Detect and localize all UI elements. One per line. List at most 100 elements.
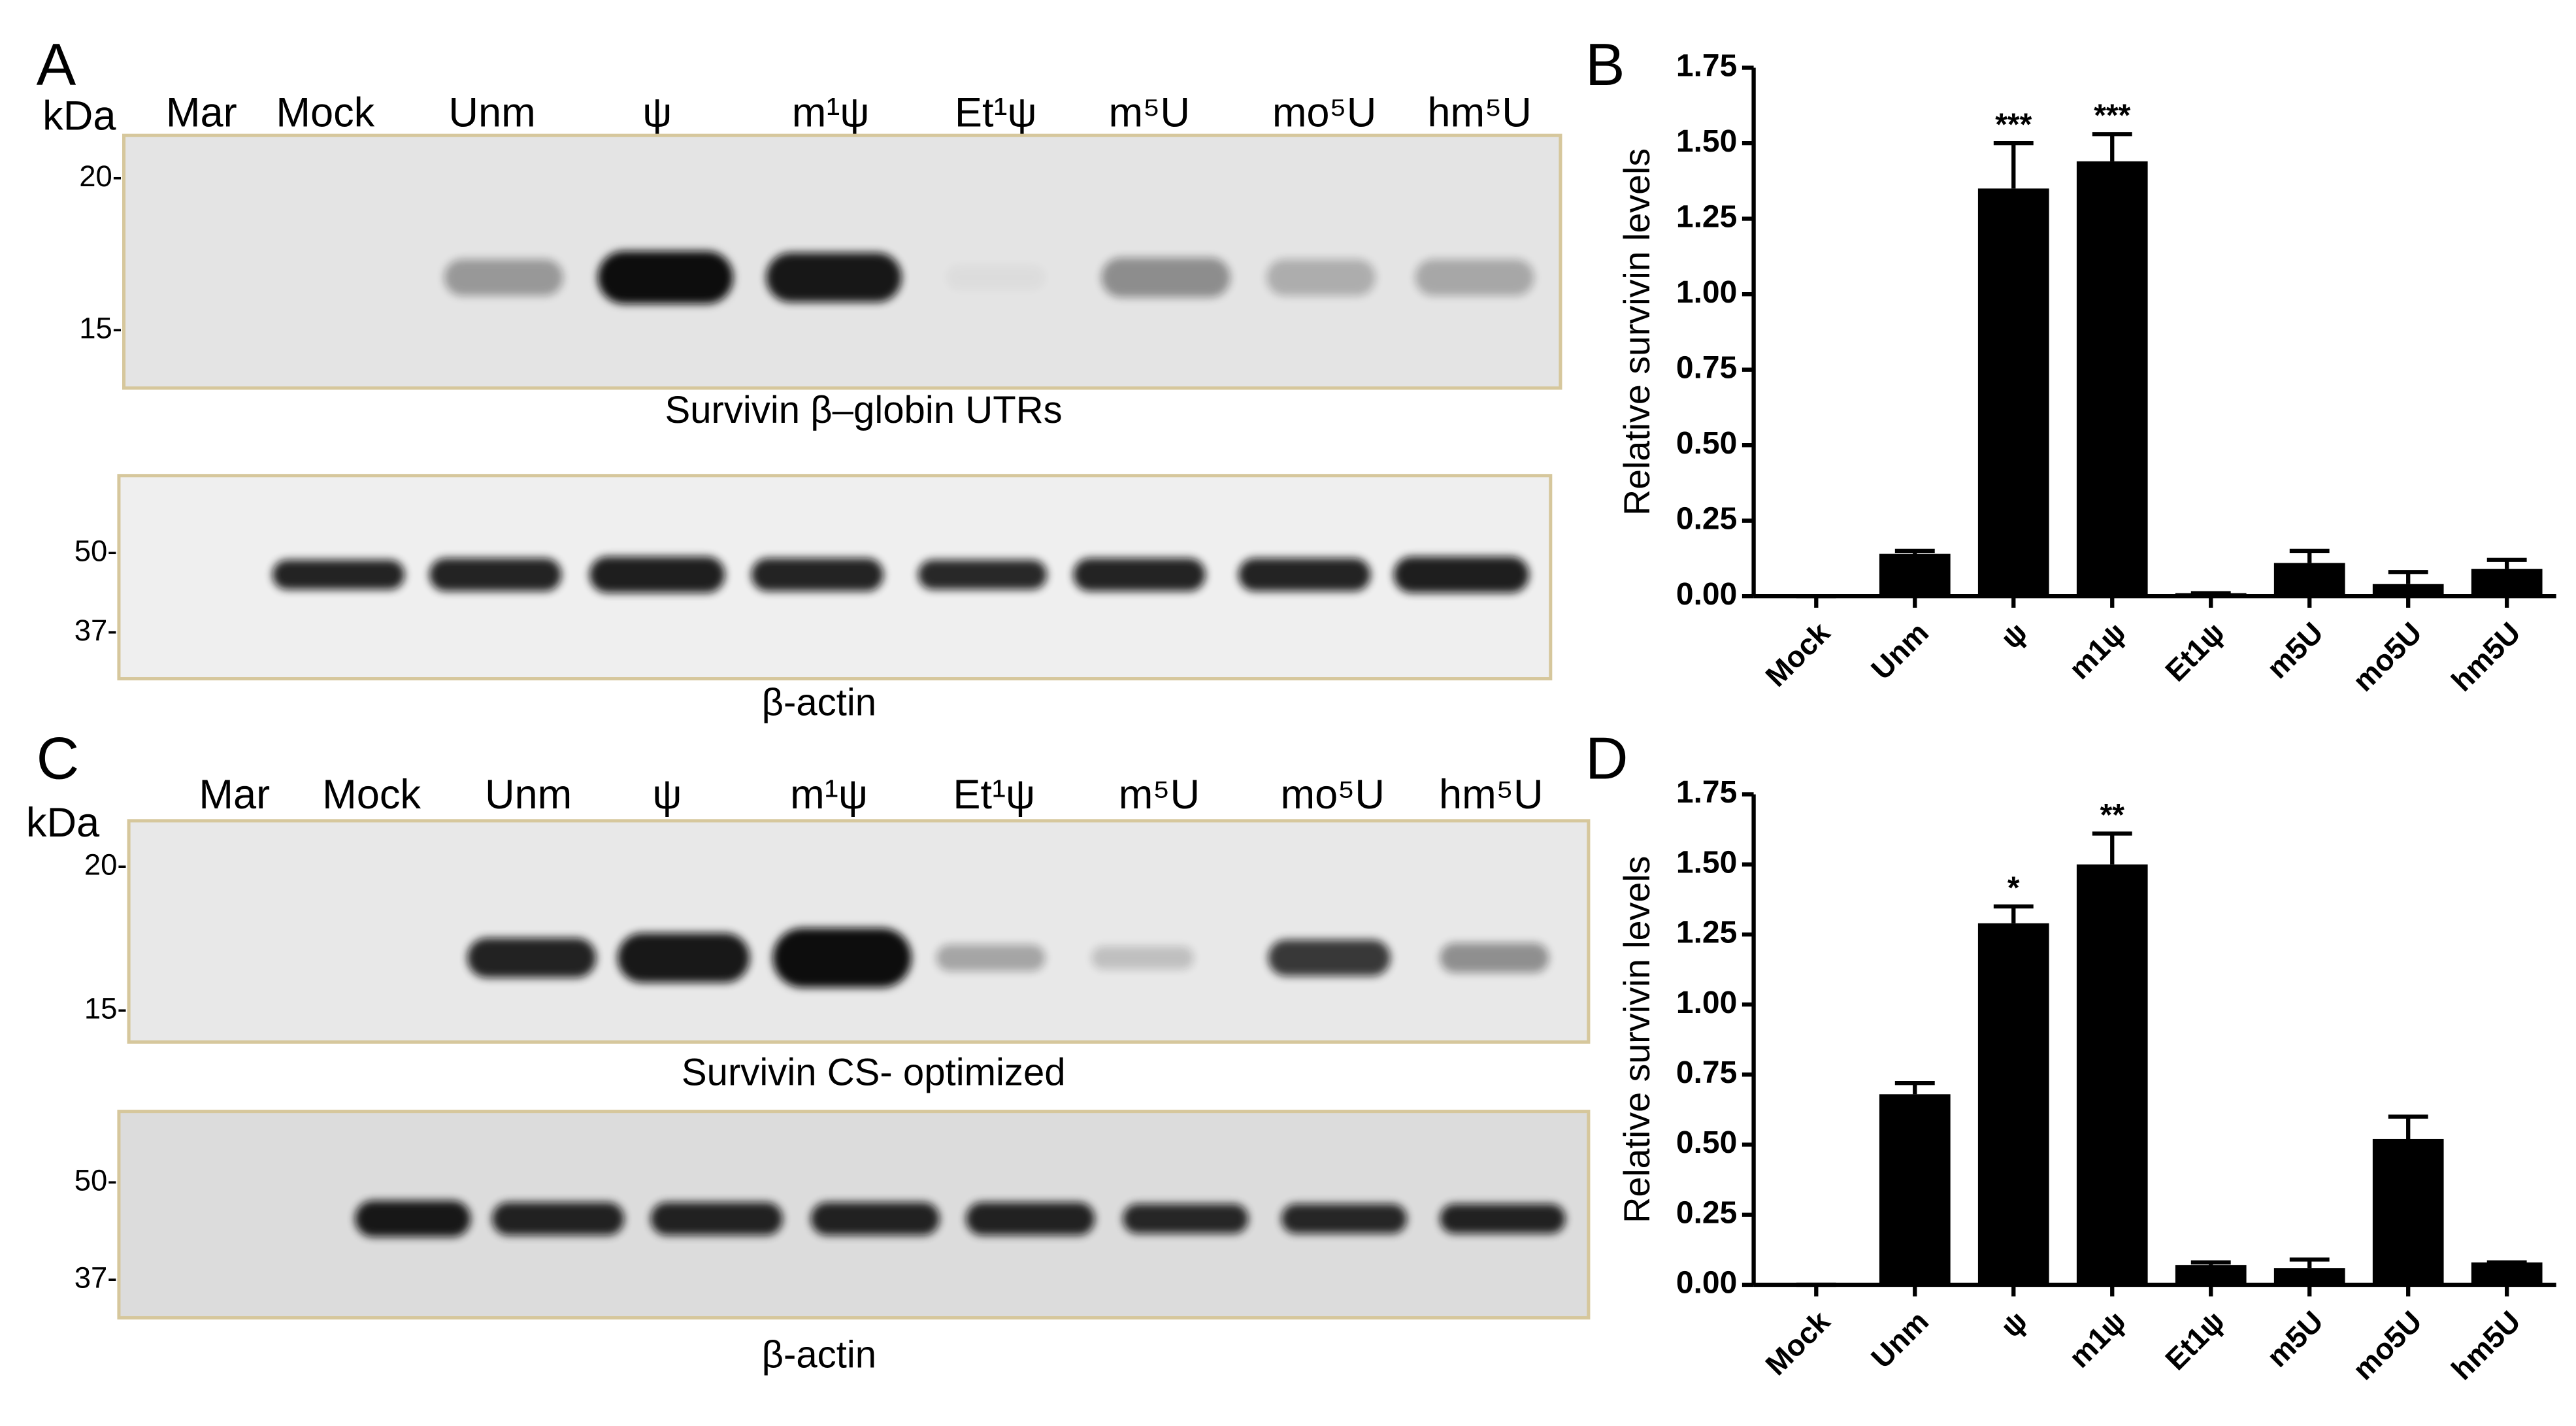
x-tick-label: hm5U <box>2445 1304 2527 1386</box>
error-bar <box>1993 141 2034 189</box>
bar <box>1977 923 2049 1285</box>
blot-band <box>444 259 563 296</box>
lane-label: Unm <box>485 772 572 818</box>
lane-label: Mar <box>166 90 237 136</box>
lane-label: Unm <box>448 90 535 136</box>
bar <box>1879 554 1951 597</box>
blot-band <box>272 559 405 590</box>
blot-band <box>1440 1204 1566 1234</box>
blot-band <box>618 933 750 983</box>
error-bar <box>2486 557 2527 569</box>
blot-caption: Survivin β–globin UTRs <box>665 389 1062 431</box>
y-tick-label: 0.25 <box>1676 1195 1737 1230</box>
blot-band <box>1440 942 1549 973</box>
blot-band <box>1101 257 1230 297</box>
blot-band <box>1123 1204 1249 1234</box>
blot-band <box>966 1202 1095 1236</box>
x-tick-label: ψ <box>1994 1304 2034 1344</box>
error-bar <box>2289 1257 2330 1268</box>
bar <box>2273 563 2345 597</box>
bar <box>2175 1265 2247 1285</box>
marker-label: 50- <box>74 1163 118 1197</box>
y-tick-label: 0.75 <box>1676 350 1737 385</box>
x-tick-label: mo5U <box>2347 616 2428 697</box>
panel-label: D <box>1585 725 1628 791</box>
bar <box>2273 1268 2345 1285</box>
error-bar <box>1894 1081 1935 1095</box>
unit-label: kDa <box>42 93 116 139</box>
lane-label: m¹ψ <box>792 90 870 136</box>
blot-caption: β-actin <box>762 681 877 723</box>
x-tick-label: Mock <box>1759 1304 1837 1382</box>
lane-label: mo⁵U <box>1272 90 1377 136</box>
significance-label: ** <box>2100 798 2125 833</box>
bar <box>1977 188 2049 597</box>
x-tick-label: Unm <box>1864 1304 1935 1375</box>
significance-label: * <box>2007 871 2020 905</box>
blot-band <box>589 556 725 593</box>
marker-label: 37- <box>74 1261 118 1294</box>
y-axis-title: Relative survivin levels <box>1617 856 1657 1223</box>
x-tick-label: mo5U <box>2347 1304 2428 1386</box>
y-tick-label: 1.00 <box>1676 986 1737 1020</box>
y-tick-label: 0.00 <box>1676 1266 1737 1301</box>
blot-caption: Survivin CS- optimized <box>682 1051 1066 1093</box>
y-tick-label: 1.50 <box>1676 845 1737 880</box>
lane-label: Et¹ψ <box>953 772 1035 818</box>
error-bar <box>2190 1260 2231 1265</box>
bar <box>2372 584 2444 597</box>
x-tick-label: m1ψ <box>2062 1304 2132 1374</box>
lane-label: Mock <box>276 90 374 136</box>
significance-label: *** <box>2094 99 2130 133</box>
blot-band <box>946 265 1046 290</box>
y-tick-label: 0.00 <box>1676 577 1737 612</box>
bar <box>1879 1094 1951 1285</box>
significance-label: *** <box>1995 108 2032 142</box>
lane-label: m⁵U <box>1119 772 1200 818</box>
blot-band <box>1266 259 1376 296</box>
blot-band <box>751 558 883 591</box>
y-axis-title: Relative survivin levels <box>1617 148 1657 516</box>
x-tick-label: Mock <box>1759 616 1837 693</box>
blot-band <box>766 252 902 303</box>
blot-band <box>1091 946 1194 970</box>
x-tick-label: ψ <box>1994 616 2034 655</box>
blot-band <box>1238 558 1371 591</box>
bar <box>2471 569 2543 597</box>
panel-label: B <box>1585 32 1625 98</box>
blot-band <box>1415 259 1534 296</box>
x-tick-label: hm5U <box>2445 616 2527 697</box>
bar <box>2372 1138 2444 1285</box>
lane-label: ψ <box>652 772 682 818</box>
blot-band <box>467 938 597 978</box>
marker-label: 15- <box>84 991 127 1025</box>
unit-label: kDa <box>26 800 100 846</box>
panel-label: A <box>37 32 76 98</box>
blot-band <box>1281 1204 1407 1234</box>
marker-label: 50- <box>74 535 118 568</box>
lane-label: Et¹ψ <box>955 90 1037 136</box>
marker-label: 37- <box>74 614 118 647</box>
blot-caption: β-actin <box>762 1333 877 1376</box>
x-tick-label: Et1ψ <box>2159 616 2231 688</box>
lane-label: ψ <box>642 90 672 136</box>
bar <box>2076 161 2148 597</box>
y-tick-label: 1.00 <box>1676 275 1737 310</box>
y-tick-label: 0.50 <box>1676 426 1737 461</box>
error-bar <box>1993 904 2034 923</box>
blot-band <box>917 559 1048 590</box>
blot-band <box>772 928 912 988</box>
x-tick-label: Unm <box>1864 616 1935 686</box>
y-tick-label: 0.50 <box>1676 1125 1737 1160</box>
lane-label: Mar <box>199 772 270 818</box>
error-bar <box>2388 570 2428 584</box>
bar <box>2076 864 2148 1285</box>
blot-band <box>1073 558 1206 591</box>
y-tick-label: 1.75 <box>1676 775 1737 810</box>
lane-label: m⁵U <box>1109 90 1190 136</box>
blot-band <box>650 1202 783 1236</box>
y-tick-label: 0.75 <box>1676 1055 1737 1090</box>
lane-label: Mock <box>322 772 421 818</box>
lane-label: mo⁵U <box>1280 772 1385 818</box>
